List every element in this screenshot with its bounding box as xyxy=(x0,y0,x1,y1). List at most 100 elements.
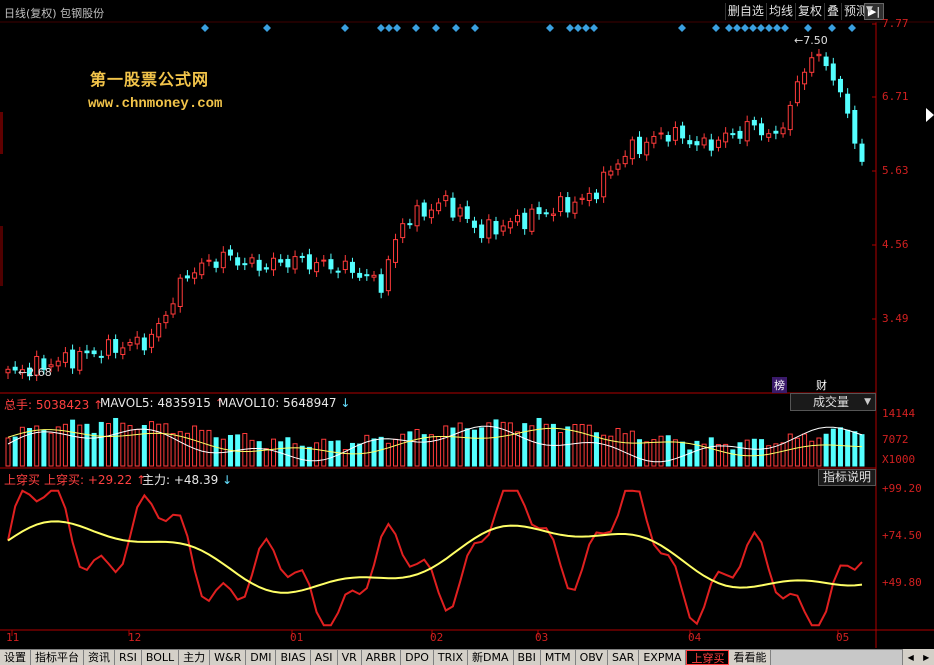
volume-axis: 14144 7072 X1000 xyxy=(876,393,934,468)
tab-14[interactable]: TRIX xyxy=(433,650,469,665)
volume-bar xyxy=(737,442,743,467)
tab-11[interactable]: VR xyxy=(337,650,362,665)
candle xyxy=(529,208,535,232)
candle xyxy=(127,342,133,346)
candle xyxy=(794,81,800,104)
signal-diamond xyxy=(848,24,856,32)
expand-arrow-icon[interactable] xyxy=(926,108,934,122)
candle xyxy=(314,262,320,273)
tab-9[interactable]: BIAS xyxy=(276,650,311,665)
tab-7[interactable]: W&R xyxy=(210,650,247,665)
tab-5[interactable]: BOLL xyxy=(141,650,180,665)
indicator-explain-button[interactable]: 指标说明 xyxy=(818,469,876,486)
candle xyxy=(48,364,54,368)
candle xyxy=(558,196,564,212)
candle xyxy=(342,260,348,271)
volume-bar xyxy=(816,437,822,467)
candle xyxy=(357,272,363,278)
signal-diamond xyxy=(471,24,479,32)
tab-20[interactable]: EXPMA xyxy=(639,650,687,665)
tab-6[interactable]: 主力 xyxy=(179,650,211,665)
jump-end-icon[interactable]: ▶| xyxy=(864,3,884,20)
remove-favorite-button[interactable]: 删自选 xyxy=(724,3,766,20)
finance-badge[interactable]: 财 xyxy=(816,379,827,392)
candle xyxy=(837,78,843,93)
candle xyxy=(271,257,277,271)
tab-4[interactable]: RSI xyxy=(115,650,142,665)
volume-bar xyxy=(357,443,363,467)
price-tick: 4.56 xyxy=(882,238,909,251)
candle xyxy=(845,93,851,114)
price-tick: 7.77 xyxy=(882,17,909,30)
volume-bar xyxy=(98,421,104,467)
candle xyxy=(672,127,678,141)
ranking-badge[interactable]: 榜 xyxy=(772,377,787,393)
volume-bar xyxy=(486,422,492,467)
candle xyxy=(364,274,370,277)
tab-19[interactable]: SAR xyxy=(607,650,640,665)
month-label: 03 xyxy=(535,631,549,644)
candle xyxy=(292,256,298,270)
forecast-button[interactable]: 预测 xyxy=(840,3,870,20)
candle xyxy=(328,259,334,270)
tab-3[interactable]: 资讯 xyxy=(84,650,115,665)
candle xyxy=(156,323,162,338)
tab-10[interactable]: ASI xyxy=(310,650,338,665)
left-edge-marker xyxy=(0,226,3,286)
volume-bar xyxy=(156,423,162,467)
volume-bar xyxy=(278,441,284,467)
month-label: 12 xyxy=(128,631,142,644)
tab-22[interactable]: 看看能 xyxy=(729,650,772,665)
volume-bar xyxy=(41,429,47,467)
candle xyxy=(464,206,470,219)
volume-bar xyxy=(314,442,320,467)
volume-bar xyxy=(256,441,262,467)
indicator-tick: +49.80 xyxy=(882,576,922,589)
volume-bar xyxy=(701,443,707,467)
tab-17[interactable]: MTM xyxy=(540,650,576,665)
price-tick: 6.71 xyxy=(882,90,909,103)
scroll-left-icon[interactable]: ◀ xyxy=(907,652,914,662)
indicator-select[interactable]: 成交量 ▼ xyxy=(790,393,876,411)
candle xyxy=(493,221,499,235)
tab-16[interactable]: BBI xyxy=(513,650,541,665)
candle xyxy=(385,259,391,292)
tab-21[interactable]: 上穿买 xyxy=(686,650,730,665)
tab-12[interactable]: ARBR xyxy=(361,650,402,665)
overlay-button[interactable]: 叠 xyxy=(823,3,841,20)
candle xyxy=(680,125,686,139)
candle xyxy=(730,133,736,136)
volume-bar xyxy=(759,439,765,467)
signal-diamond xyxy=(757,24,765,32)
volume-bar xyxy=(852,431,858,467)
chevron-down-icon[interactable]: ▼ xyxy=(866,5,873,15)
scroll-right-icon[interactable]: ▶ xyxy=(923,652,930,662)
candle xyxy=(823,56,829,67)
tab-8[interactable]: DMI xyxy=(246,650,277,665)
candle xyxy=(859,143,865,162)
volume-bar xyxy=(586,424,592,467)
candle xyxy=(486,219,492,239)
volume-bar xyxy=(515,431,521,467)
rights-adjust-button[interactable]: 复权 xyxy=(794,3,824,20)
moving-average-button[interactable]: 均线 xyxy=(765,3,795,20)
volume-bar xyxy=(608,435,614,467)
tab-13[interactable]: DPO xyxy=(401,650,434,665)
indicator-tick: +74.50 xyxy=(882,529,922,542)
tab-15[interactable]: 新DMA xyxy=(468,650,514,665)
candle xyxy=(163,314,169,324)
volume-bar xyxy=(120,422,126,467)
left-edge-marker xyxy=(0,112,3,154)
tab-1[interactable]: 设置 xyxy=(0,650,31,665)
tab-2[interactable]: 指标平台 xyxy=(31,650,84,665)
volume-bar xyxy=(830,428,836,467)
watermark-url: www.chnmoney.com xyxy=(88,96,223,112)
candle xyxy=(306,254,312,270)
tab-18[interactable]: OBV xyxy=(575,650,608,665)
volume-bar xyxy=(5,437,11,467)
indicator-tabs: 设置 指标平台 资讯 RSI BOLL 主力 W&R DMI BIAS ASI VR ARBR DPO T… xyxy=(0,649,934,665)
candle xyxy=(658,132,664,135)
signal-diamond xyxy=(749,24,757,32)
candle xyxy=(780,127,786,135)
